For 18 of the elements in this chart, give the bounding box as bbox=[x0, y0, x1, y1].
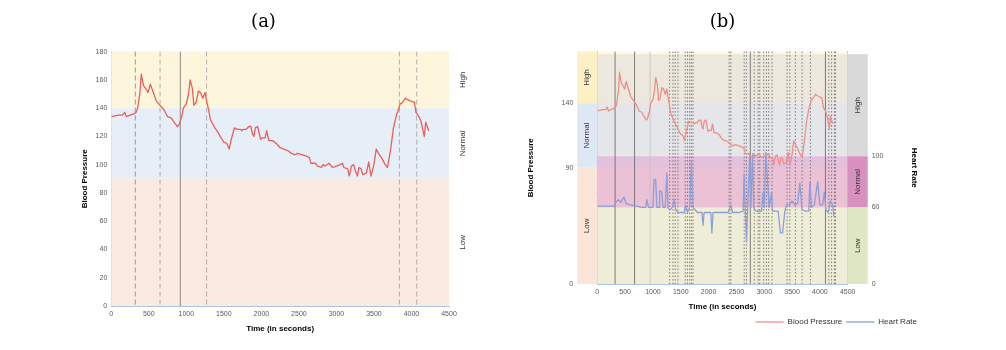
band-label: High bbox=[458, 71, 468, 89]
band-label: Normal bbox=[458, 130, 468, 157]
band-label: Normal bbox=[852, 168, 862, 195]
band-label: Low bbox=[582, 218, 592, 234]
chart-title: (a) bbox=[251, 10, 276, 32]
band-label: High bbox=[582, 69, 592, 86]
x-axis-title: Time (in seconds) bbox=[688, 302, 757, 312]
y2-axis-title: Heart Rate bbox=[910, 147, 919, 189]
legend-label: Blood Pressure bbox=[787, 317, 843, 327]
y-axis-title: Blood Pressure bbox=[526, 137, 535, 198]
band-label: Low bbox=[852, 238, 862, 254]
x-axis-title: Time (in seconds) bbox=[246, 324, 315, 334]
band-label: Low bbox=[458, 234, 468, 250]
chart-title: (b) bbox=[709, 10, 736, 32]
legend-label: Heart Rate bbox=[878, 317, 918, 327]
band-label: High bbox=[852, 97, 862, 114]
y-axis-title: Blood Pressure bbox=[80, 148, 89, 209]
band-label: Normal bbox=[582, 122, 592, 149]
